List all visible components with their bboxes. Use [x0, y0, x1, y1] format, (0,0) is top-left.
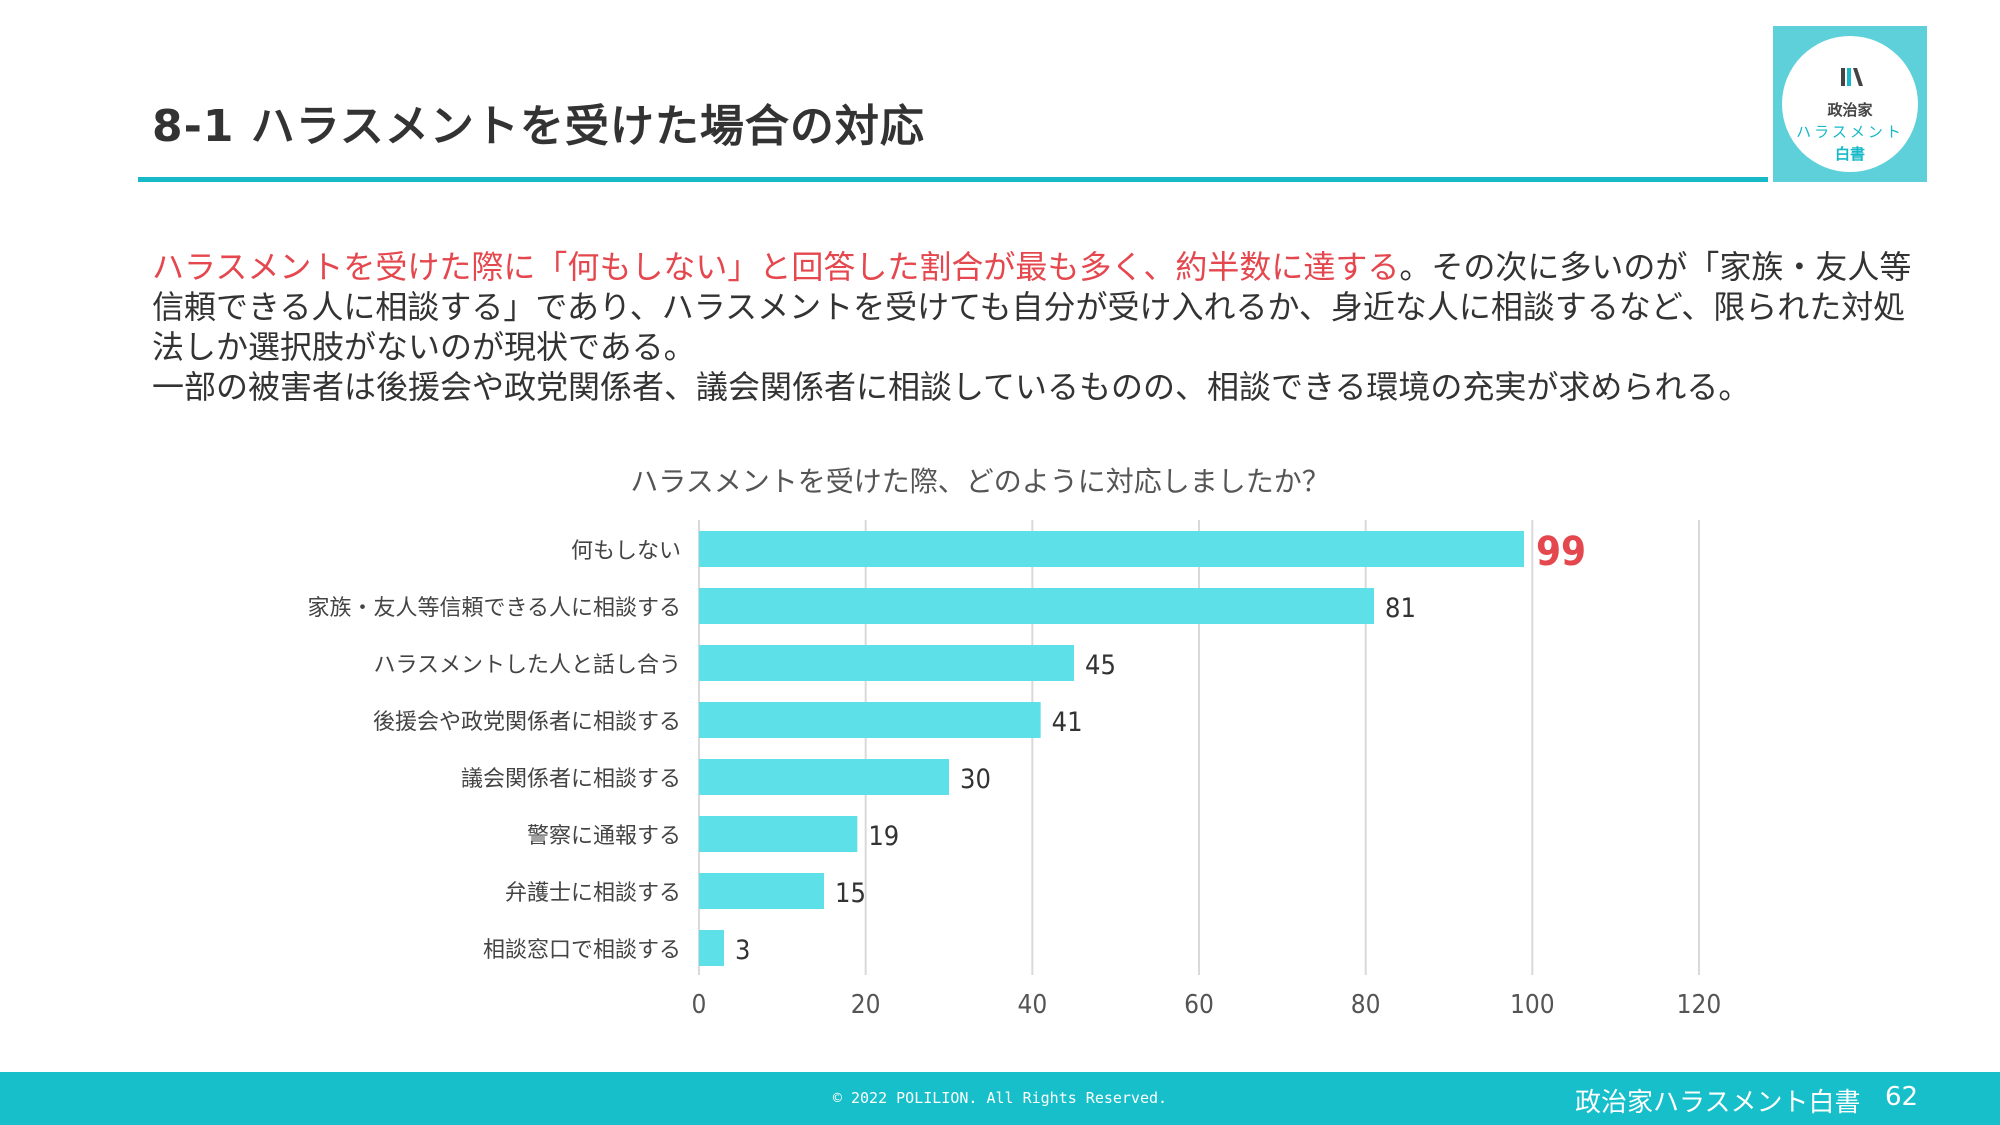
x-tick-label: 100 [1510, 990, 1555, 1020]
bar-chart: 0 20 40 60 80 100 120 何もしない 99 家族・友人等信頼できる人に相談する 8… [307, 520, 1721, 1020]
summary-text: ハラスメントを受けた際に「何もしない」と回答した割合が最も多く、約半数に達する。… [152, 247, 1932, 407]
book-icon [1841, 68, 1863, 86]
x-tick-label: 60 [1184, 990, 1214, 1020]
x-tick-label: 40 [1017, 990, 1047, 1020]
bar [699, 531, 1524, 567]
category-label: 警察に通報する [527, 824, 681, 849]
category-label: 弁護士に相談する [505, 881, 681, 906]
category-label: ハラスメントした人と話し合う [373, 653, 681, 678]
bar [699, 759, 949, 795]
logo-circle: 政治家 ハラスメント 白書 [1782, 36, 1918, 172]
logo: 政治家 ハラスメント 白書 [1773, 26, 1927, 182]
bar [699, 873, 824, 909]
page-number: 62 [1885, 1082, 1919, 1112]
summary-highlight: ハラスメントを受けた際に「何もしない」と回答した割合が最も多く、約半数に達する [152, 248, 1400, 286]
value-label: 30 [960, 764, 991, 795]
bar [699, 645, 1074, 681]
bar [699, 930, 724, 966]
summary-rest: 。その次に多いのが「家族・友人等信頼できる人に相談する」であり、ハラスメントを受… [152, 248, 1912, 366]
page-title: 8-1 ハラスメントを受けた場合の対応 [152, 101, 925, 152]
value-label: 81 [1385, 593, 1416, 624]
chart-bars [699, 531, 1524, 966]
logo-text-line1: 政治家 [1827, 101, 1873, 119]
value-label: 15 [835, 878, 866, 909]
bar [699, 588, 1374, 624]
footer-brand: 政治家ハラスメント白書 [1575, 1088, 1861, 1118]
category-label: 議会関係者に相談する [461, 767, 681, 792]
x-tick-label: 120 [1677, 990, 1722, 1020]
value-label: 41 [1052, 707, 1083, 738]
title-rule [138, 177, 1768, 182]
bar [699, 702, 1041, 738]
x-tick-label: 80 [1351, 990, 1381, 1020]
x-tick-label: 0 [692, 990, 707, 1020]
footer-copyright: © 2022 POLILION. All Rights Reserved. [832, 1089, 1168, 1107]
logo-text-line2: ハラスメント [1796, 123, 1904, 141]
chart-labels: 0 20 40 60 80 100 120 何もしない 99 家族・友人等信頼できる人に相談する 8… [307, 529, 1721, 1020]
logo-text-line3: 白書 [1834, 145, 1865, 163]
category-label: 何もしない [571, 539, 681, 564]
summary-paragraph-2: 一部の被害者は後援会や政党関係者、議会関係者に相談しているものの、相談できる環境… [152, 368, 1751, 406]
value-label: 45 [1085, 650, 1116, 681]
category-label: 家族・友人等信頼できる人に相談する [307, 596, 681, 621]
value-label: 99 [1536, 529, 1586, 575]
value-label: 19 [868, 821, 899, 852]
x-tick-label: 20 [851, 990, 881, 1020]
chart-title: ハラスメントを受けた際、どのように対応しましたか？ [630, 465, 1330, 498]
bar [699, 816, 858, 852]
value-label: 3 [735, 935, 750, 966]
category-label: 後援会や政党関係者に相談する [373, 710, 681, 735]
category-label: 相談窓口で相談する [483, 938, 681, 963]
summary-paragraph-1: ハラスメントを受けた際に「何もしない」と回答した割合が最も多く、約半数に達する。… [152, 247, 1932, 367]
footer: © 2022 POLILION. All Rights Reserved. 政治… [0, 1072, 2000, 1125]
